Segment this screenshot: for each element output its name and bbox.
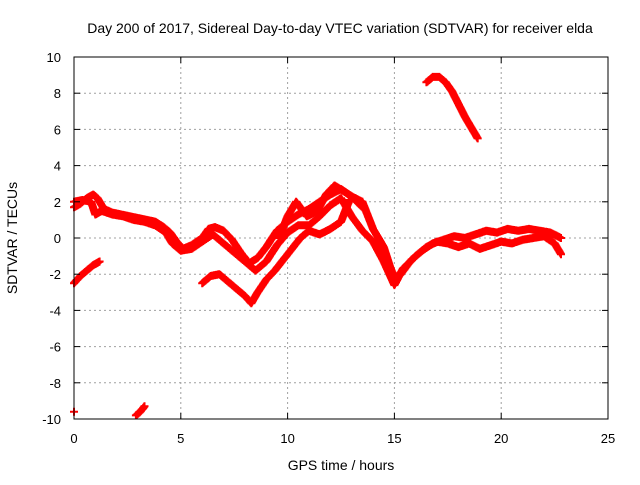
y-tick-label: -6: [49, 340, 61, 355]
y-tick-label: -10: [42, 412, 61, 427]
x-axis-label: GPS time / hours: [288, 457, 395, 473]
y-tick-label: -4: [49, 303, 61, 318]
series-track-7: [131, 402, 149, 420]
y-tick-label: 0: [54, 231, 61, 246]
y-tick-label: 6: [54, 122, 61, 137]
axis-ticks: [73, 56, 609, 420]
x-tick-label: 10: [280, 431, 294, 446]
x-tick-label: 20: [494, 431, 508, 446]
tick-labels: 0 5 10 15 20 25 -10 -8 -6 -4 -2 0 2 4 6 8 10: [42, 50, 615, 446]
y-axis-label: SDTVAR / TECUs: [4, 182, 20, 294]
data-marker: [131, 402, 149, 420]
y-tick-label: -2: [49, 267, 61, 282]
y-tick-label: 10: [47, 50, 61, 65]
series-track-3: [198, 196, 354, 308]
y-tick-label: 4: [54, 159, 61, 174]
series-track-4: [275, 181, 367, 242]
chart-title: Day 200 of 2017, Sidereal Day-to-day VTE…: [87, 20, 593, 36]
y-tick-label: 8: [54, 86, 61, 101]
x-tick-label: 0: [70, 431, 77, 446]
series-track-6: [422, 72, 482, 143]
data-markers: [70, 72, 565, 420]
data-marker: [422, 72, 482, 143]
x-tick-label: 15: [387, 431, 401, 446]
y-tick-label: -8: [49, 376, 61, 391]
x-tick-label: 5: [177, 431, 184, 446]
y-tick-label: 2: [54, 195, 61, 210]
data-marker: [275, 181, 367, 242]
data-marker: [198, 196, 354, 308]
x-tick-label: 25: [601, 431, 615, 446]
